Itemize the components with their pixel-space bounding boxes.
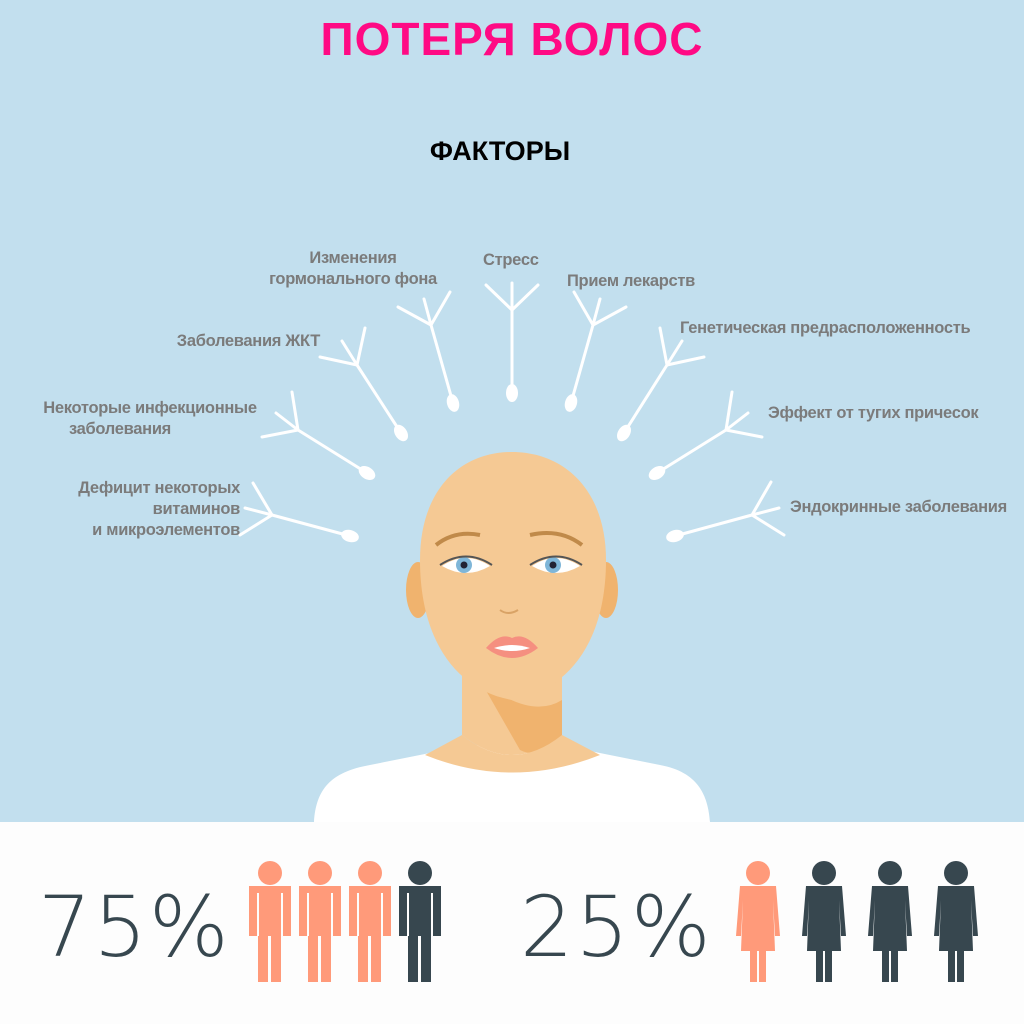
bottom-panel: [0, 822, 1024, 1024]
sprout-bulb: [358, 466, 376, 480]
factor-label-hormonal: Изменения гормонального фона: [258, 248, 448, 290]
women-percentage: 25%: [520, 878, 713, 976]
sprout: [484, 281, 540, 402]
sprout-bulb: [506, 384, 518, 402]
man-icon: [399, 861, 441, 982]
women-icons: [736, 861, 978, 982]
factor-label-medication: Прием лекарств: [567, 272, 695, 290]
label-line: заболевания: [68, 420, 171, 438]
factor-label-endocrine: Эндокринные заболевания: [790, 498, 1007, 516]
factor-label-vitamins: Дефицит некоторых витаминов и микроэлеме…: [78, 478, 240, 541]
sprout: [260, 390, 376, 480]
men-icons: [249, 861, 441, 982]
factor-label-stress: Стресс: [483, 251, 539, 269]
page-title: ПОТЕРЯ ВОЛОС: [320, 13, 704, 65]
sprout: [666, 480, 786, 543]
sprout-bulb: [666, 529, 684, 543]
person-illustration: [314, 452, 710, 822]
sprout: [564, 290, 628, 412]
woman-icon: [736, 861, 780, 982]
factor-label-gi: Заболевания ЖКТ: [176, 332, 321, 350]
sprout-bulb: [648, 466, 666, 480]
woman-icon: [802, 861, 846, 982]
section-subtitle: ФАКТОРЫ: [429, 136, 571, 166]
sprout-bulb: [341, 529, 359, 543]
man-icon: [249, 861, 291, 982]
sprout: [648, 390, 764, 480]
label-line: витаминов: [152, 500, 241, 518]
label-line: и микроэлементов: [92, 521, 240, 539]
man-icon: [299, 861, 341, 982]
sprout-bulb: [564, 394, 578, 412]
label-line: Некоторые инфекционные: [43, 399, 257, 417]
label-line: гормонального фона: [269, 270, 437, 288]
sprout-bulb: [393, 424, 409, 442]
hair-sprouts: [238, 281, 786, 543]
woman-icon: [934, 861, 978, 982]
sprout: [238, 481, 359, 543]
factor-label-hairstyles: Эффект от тугих причесок: [768, 404, 979, 422]
woman-icon: [868, 861, 912, 982]
men-percentage: 75%: [38, 878, 231, 976]
sprout: [396, 290, 460, 412]
sprout: [318, 326, 409, 442]
label-line: Изменения: [309, 249, 397, 267]
sprout-bulb: [446, 394, 460, 412]
label-line: Дефицит некоторых: [78, 479, 240, 497]
factor-label-infections: Некоторые инфекционные заболевания: [30, 398, 270, 440]
sprout-bulb: [617, 424, 631, 442]
sprout: [617, 326, 706, 442]
factor-label-genetic: Генетическая предрасположенность: [680, 319, 971, 337]
man-icon: [349, 861, 391, 982]
